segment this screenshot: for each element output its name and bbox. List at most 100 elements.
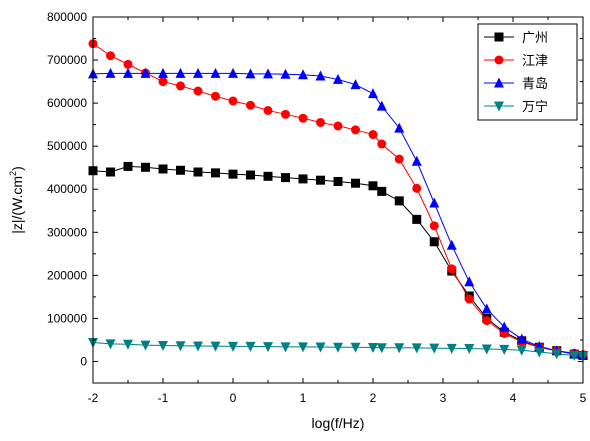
data-point [298, 342, 308, 353]
series-line [92, 165, 584, 356]
data-point [446, 343, 457, 354]
data-point [411, 343, 422, 354]
data-point [106, 167, 115, 177]
data-point [263, 171, 273, 181]
y-axis-title-superscript: 2 [8, 171, 18, 176]
data-point [246, 100, 255, 110]
y-axis-title-close: ) [9, 166, 25, 171]
x-tick-label: -1 [158, 391, 169, 405]
data-point [281, 109, 290, 119]
data-point [263, 105, 273, 115]
data-point [446, 239, 457, 250]
x-tick-label: 1 [300, 391, 307, 405]
axis-ticks [92, 16, 584, 383]
data-point [534, 347, 545, 358]
legend-item: 万宁 [484, 99, 548, 115]
data-point [315, 342, 326, 353]
data-point [499, 321, 510, 332]
data-point [228, 67, 238, 78]
data-point [228, 96, 238, 106]
x-tick-label: -2 [88, 391, 99, 405]
x-tick-label: 0 [230, 391, 237, 405]
data-point [176, 81, 185, 91]
x-tick-label: 2 [370, 391, 377, 405]
y-tick-label: 100000 [47, 311, 87, 325]
data-point [377, 139, 387, 149]
data-point [481, 303, 492, 314]
data-point [175, 67, 186, 78]
y-tick-label: 300000 [47, 225, 87, 239]
legend-swatch-marker [494, 55, 504, 65]
data-point [464, 344, 475, 355]
data-point [429, 221, 439, 231]
data-point [394, 196, 404, 206]
data-point [263, 68, 273, 79]
y-tick-label: 0 [80, 354, 87, 368]
data-point [481, 344, 492, 355]
data-point [263, 342, 273, 353]
data-point [140, 340, 151, 351]
data-point [316, 175, 325, 185]
data-point [350, 79, 361, 90]
data-point [106, 51, 115, 61]
data-point [429, 237, 439, 247]
y-tick-label: 500000 [47, 139, 87, 153]
series-line [92, 342, 584, 357]
y-tick-label: 200000 [47, 268, 87, 282]
data-point [210, 67, 221, 78]
data-point [316, 117, 325, 127]
data-point [211, 168, 220, 178]
data-point [158, 67, 168, 78]
data-point [368, 342, 378, 353]
data-point [210, 341, 221, 352]
y-tick-label: 600000 [47, 96, 87, 110]
data-point [105, 339, 116, 350]
data-point [350, 342, 361, 353]
data-point [315, 70, 326, 81]
data-point [464, 276, 475, 287]
data-point [499, 344, 510, 355]
data-point [280, 342, 291, 353]
data-point [411, 155, 422, 166]
data-point [516, 333, 527, 344]
data-point [333, 121, 343, 131]
data-point [193, 167, 203, 177]
data-point [333, 176, 343, 186]
legend-swatch-marker [494, 77, 504, 88]
data-point [376, 100, 387, 111]
data-point [193, 341, 203, 352]
data-point [368, 181, 378, 191]
data-point [298, 113, 308, 123]
legend-label: 江津 [522, 54, 548, 69]
data-point [123, 59, 133, 69]
data-point [377, 186, 387, 196]
data-point [176, 165, 185, 175]
data-point [394, 122, 405, 133]
legend-label: 青岛 [522, 76, 548, 92]
data-point [140, 67, 151, 78]
y-axis-title: |z|/(W.cm2) [8, 166, 25, 234]
data-point [368, 130, 378, 140]
data-point [193, 67, 203, 78]
x-axis-title: log(f/Hz) [312, 415, 365, 431]
data-point [245, 68, 256, 79]
data-point [394, 154, 404, 164]
legend-swatch-marker [494, 101, 504, 112]
legend-label: 万宁 [522, 99, 548, 115]
data-point [482, 316, 492, 326]
data-point [141, 162, 150, 172]
legend-item: 广州 [484, 31, 548, 46]
data-point [412, 214, 422, 224]
data-point [551, 349, 562, 360]
data-point [351, 125, 360, 135]
y-tick-label: 700000 [47, 53, 87, 67]
data-point [245, 341, 256, 352]
data-point [123, 339, 133, 350]
y-tick-label: 400000 [47, 182, 87, 196]
x-tick-label: 3 [440, 391, 447, 405]
data-point [105, 67, 116, 78]
data-point [123, 67, 133, 78]
